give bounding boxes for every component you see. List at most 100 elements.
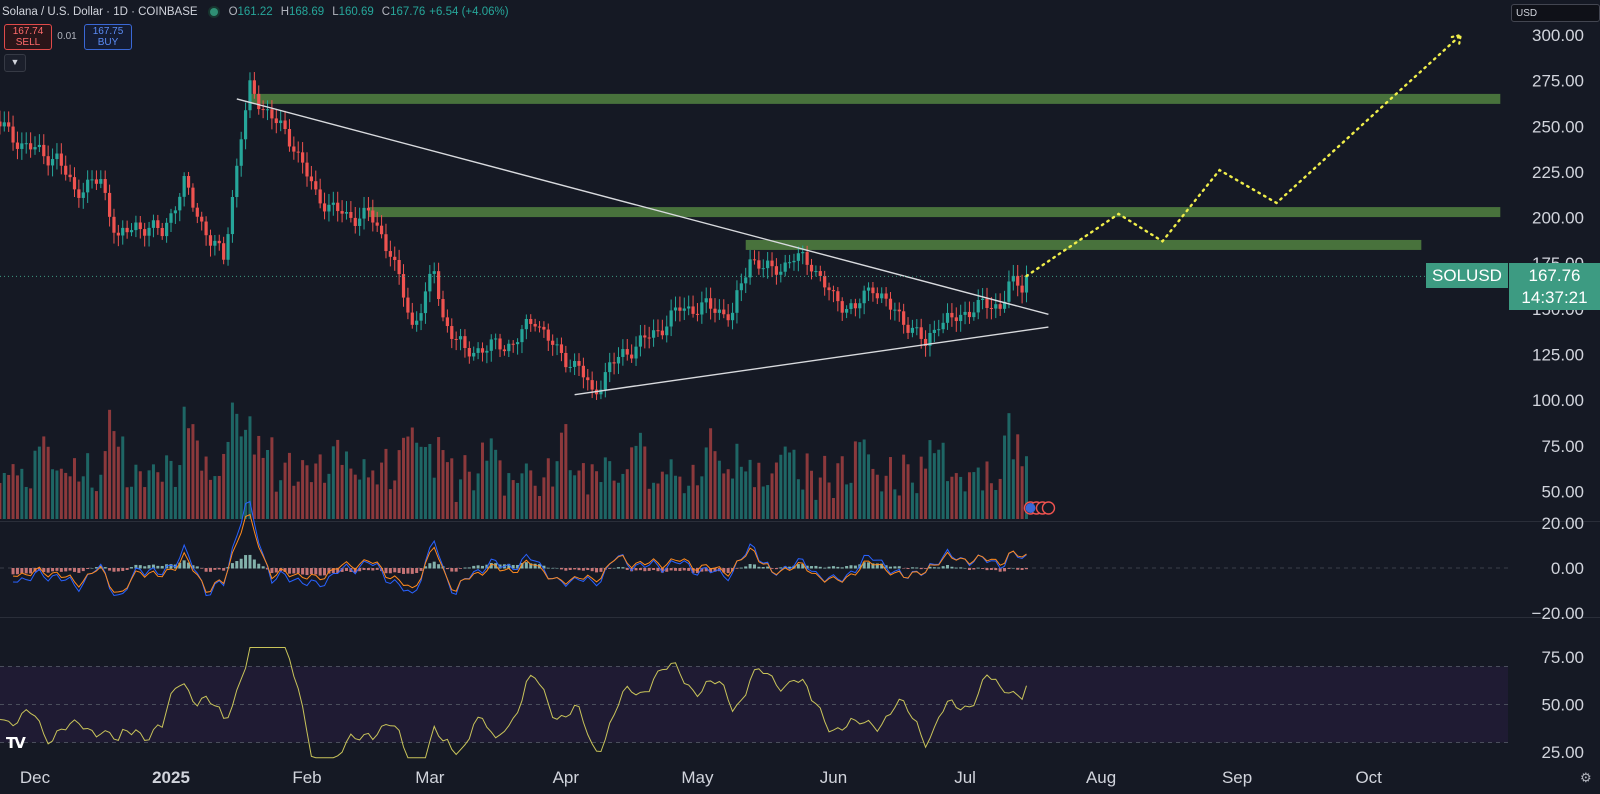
- macd-bar: [472, 565, 476, 569]
- candle-body: [147, 227, 151, 236]
- macd-bar: [235, 561, 239, 569]
- macd-bar: [823, 567, 827, 569]
- volume-bar: [1011, 459, 1015, 519]
- macd-bar: [402, 568, 406, 575]
- volume-bar: [169, 460, 173, 519]
- candle-body: [682, 308, 686, 311]
- gear-icon[interactable]: ⚙: [1580, 770, 1592, 785]
- pane-divider: [0, 617, 1600, 618]
- macd-bar: [467, 567, 471, 569]
- macd-bar: [928, 566, 932, 569]
- volume-bar: [792, 449, 796, 519]
- candle-body: [871, 287, 875, 294]
- tradingview-logo-icon[interactable]: TV: [6, 734, 26, 752]
- candle-body: [331, 202, 335, 205]
- volume-bar: [331, 446, 335, 519]
- resistance-zone: [745, 239, 1422, 250]
- volume-bar: [393, 480, 397, 519]
- candle-body: [33, 147, 37, 150]
- candle-body: [687, 306, 691, 309]
- candle-body: [314, 181, 318, 190]
- volume-bar: [674, 475, 678, 519]
- volume-bar: [906, 464, 910, 519]
- volume-bar: [77, 481, 81, 519]
- sell-button[interactable]: 167.74 SELL: [4, 24, 52, 50]
- macd-bar: [691, 568, 695, 573]
- macd-bar: [454, 568, 458, 572]
- volume-bar: [112, 431, 116, 519]
- candle-body: [730, 312, 735, 321]
- candle-body: [134, 222, 138, 231]
- volume-bar: [64, 472, 68, 519]
- macd-bar: [222, 568, 226, 571]
- candle-body: [616, 356, 621, 364]
- volume-bar: [165, 455, 169, 519]
- volume-bar: [502, 495, 506, 519]
- currency-select[interactable]: USD: [1511, 4, 1600, 22]
- collapse-button[interactable]: ▼: [4, 54, 26, 72]
- candle-body: [529, 318, 533, 324]
- volume-bar: [213, 476, 217, 519]
- sell-price: 167.74: [12, 26, 44, 37]
- macd-bar: [287, 568, 291, 574]
- macd-bar: [279, 568, 283, 572]
- candle-body: [906, 324, 910, 333]
- candle-body: [994, 304, 998, 309]
- macd-bar: [867, 562, 871, 569]
- candle-body: [515, 342, 520, 345]
- volume-bar: [831, 497, 835, 519]
- volume-bar: [1016, 434, 1020, 519]
- candle-body: [533, 323, 537, 327]
- macd-bar: [42, 568, 46, 573]
- macd-bar: [906, 568, 910, 569]
- symbol-title[interactable]: Solana / U.S. Dollar · 1D · COINBASE: [2, 6, 198, 18]
- candle-body: [217, 240, 221, 244]
- candle-body: [182, 176, 186, 197]
- price-axis-label: 200.00: [1532, 209, 1584, 228]
- macd-bar: [266, 568, 270, 570]
- volume-bar: [309, 482, 313, 519]
- volume-bar: [467, 471, 471, 519]
- pane-divider: [0, 521, 1600, 522]
- volume-bar: [910, 482, 914, 519]
- macd-bar: [946, 564, 950, 569]
- open-value: 161.22: [237, 6, 273, 18]
- candle-body: [555, 344, 559, 346]
- candle-body: [941, 322, 945, 330]
- candle-body: [55, 153, 59, 160]
- buy-button[interactable]: 167.75 BUY: [84, 24, 132, 50]
- candle-body: [1024, 276, 1029, 293]
- candle-body: [845, 308, 849, 313]
- candle-body: [1020, 285, 1024, 293]
- macd-bar: [406, 568, 410, 574]
- volume-bar: [967, 472, 971, 519]
- rsi-axis-label: 25.00: [1541, 743, 1584, 762]
- candle-body: [779, 271, 783, 275]
- macd-bar: [257, 563, 261, 569]
- macd-bar: [130, 567, 134, 569]
- candle-body: [1011, 275, 1015, 282]
- macd-bar: [634, 568, 638, 571]
- candle-body: [112, 216, 116, 233]
- volume-bar: [630, 447, 634, 519]
- candle-body: [86, 179, 90, 193]
- macd-bar: [72, 568, 76, 572]
- macd-bar: [814, 565, 818, 569]
- volume-bar: [805, 453, 809, 519]
- volume-bar: [301, 460, 305, 519]
- macd-bar: [208, 568, 212, 572]
- candle-body: [261, 109, 265, 111]
- candle-body: [546, 329, 550, 341]
- volume-bar: [24, 486, 28, 519]
- volume-bar: [0, 482, 2, 519]
- volume-bar: [318, 454, 322, 519]
- candle-body: [656, 330, 660, 332]
- bar-countdown: 14:37:21: [1521, 288, 1588, 307]
- macd-bar: [323, 568, 327, 576]
- candle-body: [910, 327, 915, 333]
- candle-body: [11, 126, 15, 143]
- volume-bar: [551, 486, 555, 519]
- volume-bar: [634, 445, 638, 519]
- macd-bar: [283, 568, 287, 572]
